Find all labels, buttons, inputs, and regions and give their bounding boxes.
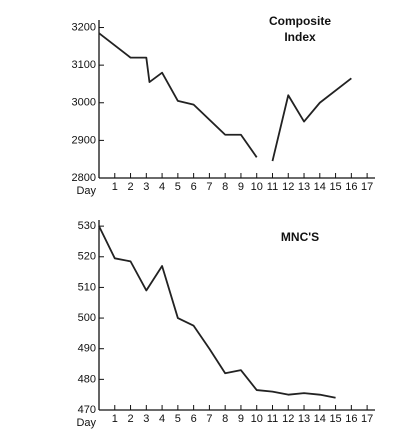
x-tick-label: 16: [345, 181, 357, 193]
x-tick-label: 8: [222, 181, 228, 193]
x-tick-label: 5: [175, 181, 181, 193]
x-tick-label: 14: [314, 413, 326, 425]
x-tick-label: 17: [361, 413, 373, 425]
annotation: MNC'S: [281, 230, 319, 244]
x-tick-label: 2: [127, 413, 133, 425]
x-tick-label: 6: [191, 181, 197, 193]
y-tick-label: 3100: [72, 59, 96, 71]
y-tick-label: 480: [78, 373, 96, 385]
y-tick-label: 3000: [72, 97, 96, 109]
x-tick-label: 4: [159, 413, 165, 425]
x-axis-label: Day: [76, 185, 96, 197]
x-tick-label: 9: [238, 413, 244, 425]
x-tick-label: 1: [112, 413, 118, 425]
x-tick-label: 12: [282, 413, 294, 425]
x-tick-label: 16: [345, 413, 357, 425]
x-tick-label: 15: [329, 413, 341, 425]
y-tick-label: 2800: [72, 172, 96, 184]
y-tick-label: 530: [78, 220, 96, 232]
x-tick-label: 1: [112, 181, 118, 193]
annotation: Composite: [269, 14, 331, 28]
x-tick-label: 12: [282, 181, 294, 193]
x-tick-label: 15: [329, 181, 341, 193]
x-tick-label: 3: [143, 181, 149, 193]
x-tick-label: 8: [222, 413, 228, 425]
y-tick-label: 3200: [72, 21, 96, 33]
x-tick-label: 11: [267, 181, 278, 193]
x-tick-label: 13: [298, 181, 310, 193]
y-tick-label: 470: [78, 404, 96, 416]
x-tick-label: 5: [175, 413, 181, 425]
data-line: [98, 32, 352, 162]
x-axis-label: Day: [76, 417, 96, 429]
x-tick-label: 7: [206, 413, 212, 425]
x-tick-label: 4: [159, 181, 165, 193]
x-tick-label: 6: [191, 413, 197, 425]
y-tick-label: 2900: [72, 134, 96, 146]
y-tick-label: 520: [78, 251, 96, 263]
x-tick-label: 13: [298, 413, 310, 425]
y-tick-label: 490: [78, 343, 96, 355]
x-tick-label: 10: [251, 413, 263, 425]
x-tick-label: 14: [314, 181, 326, 193]
data-line: [98, 225, 336, 399]
y-tick-label: 510: [78, 281, 96, 293]
x-tick-label: 7: [206, 181, 212, 193]
x-tick-label: 11: [267, 413, 278, 425]
x-tick-label: 9: [238, 181, 244, 193]
x-tick-label: 17: [361, 181, 373, 193]
annotation: Index: [284, 30, 316, 44]
y-tick-label: 500: [78, 312, 96, 324]
x-tick-label: 3: [143, 413, 149, 425]
x-tick-label: 2: [127, 181, 133, 193]
x-tick-label: 10: [251, 181, 263, 193]
